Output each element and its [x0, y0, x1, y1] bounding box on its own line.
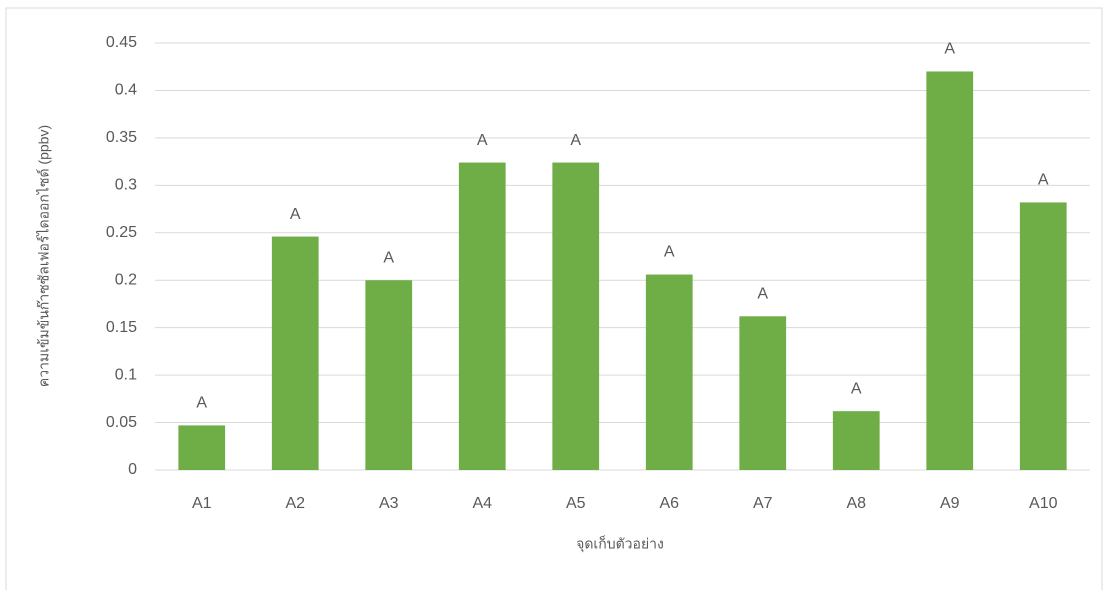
- y-tick-label: 0.05: [106, 414, 137, 431]
- x-tick-label: A4: [472, 495, 492, 512]
- y-tick-label: 0.25: [106, 224, 137, 241]
- x-tick-label: A8: [846, 495, 866, 512]
- x-tick-label: A7: [753, 495, 773, 512]
- x-axis-label: จุดเก็บตัวอย่าง: [576, 535, 664, 553]
- bar: [1019, 202, 1067, 470]
- x-tick-label: A10: [1029, 495, 1058, 512]
- group-label: A: [851, 380, 862, 397]
- bar: [739, 316, 787, 470]
- group-label: A: [664, 244, 675, 261]
- y-tick-label: 0.35: [106, 129, 137, 146]
- x-tick-label: A6: [659, 495, 679, 512]
- bar: [832, 411, 880, 470]
- x-tick-label: A9: [940, 495, 960, 512]
- group-label: A: [1038, 172, 1049, 189]
- y-tick-label: 0.4: [115, 82, 137, 99]
- group-label: A: [944, 41, 955, 58]
- x-tick-label: A3: [379, 495, 399, 512]
- bar: [926, 71, 974, 470]
- bar: [271, 236, 319, 470]
- x-tick-label: A2: [285, 495, 305, 512]
- y-tick-label: 0: [128, 461, 137, 478]
- group-label: A: [570, 132, 581, 149]
- y-axis-label: ความเข้มข้นก๊าซซัลเฟอร์ไดออกไซด์ (ppbv): [36, 125, 52, 387]
- y-tick-label: 0.45: [106, 34, 137, 51]
- group-label: A: [477, 132, 488, 149]
- y-tick-label: 0.15: [106, 319, 137, 336]
- y-tick-label: 0.3: [115, 177, 137, 194]
- bar: [552, 162, 600, 470]
- bar: [645, 274, 693, 470]
- group-label: A: [757, 285, 768, 302]
- group-label: A: [383, 249, 394, 266]
- group-label: A: [290, 206, 301, 223]
- bar: [178, 425, 226, 470]
- group-label: A: [196, 395, 207, 412]
- bar: [365, 280, 413, 470]
- x-tick-label: A1: [192, 495, 212, 512]
- y-tick-label: 0.2: [115, 271, 137, 288]
- chart-border: [5, 7, 1103, 590]
- x-tick-label: A5: [566, 495, 586, 512]
- bar: [458, 162, 506, 470]
- y-tick-label: 0.1: [115, 366, 137, 383]
